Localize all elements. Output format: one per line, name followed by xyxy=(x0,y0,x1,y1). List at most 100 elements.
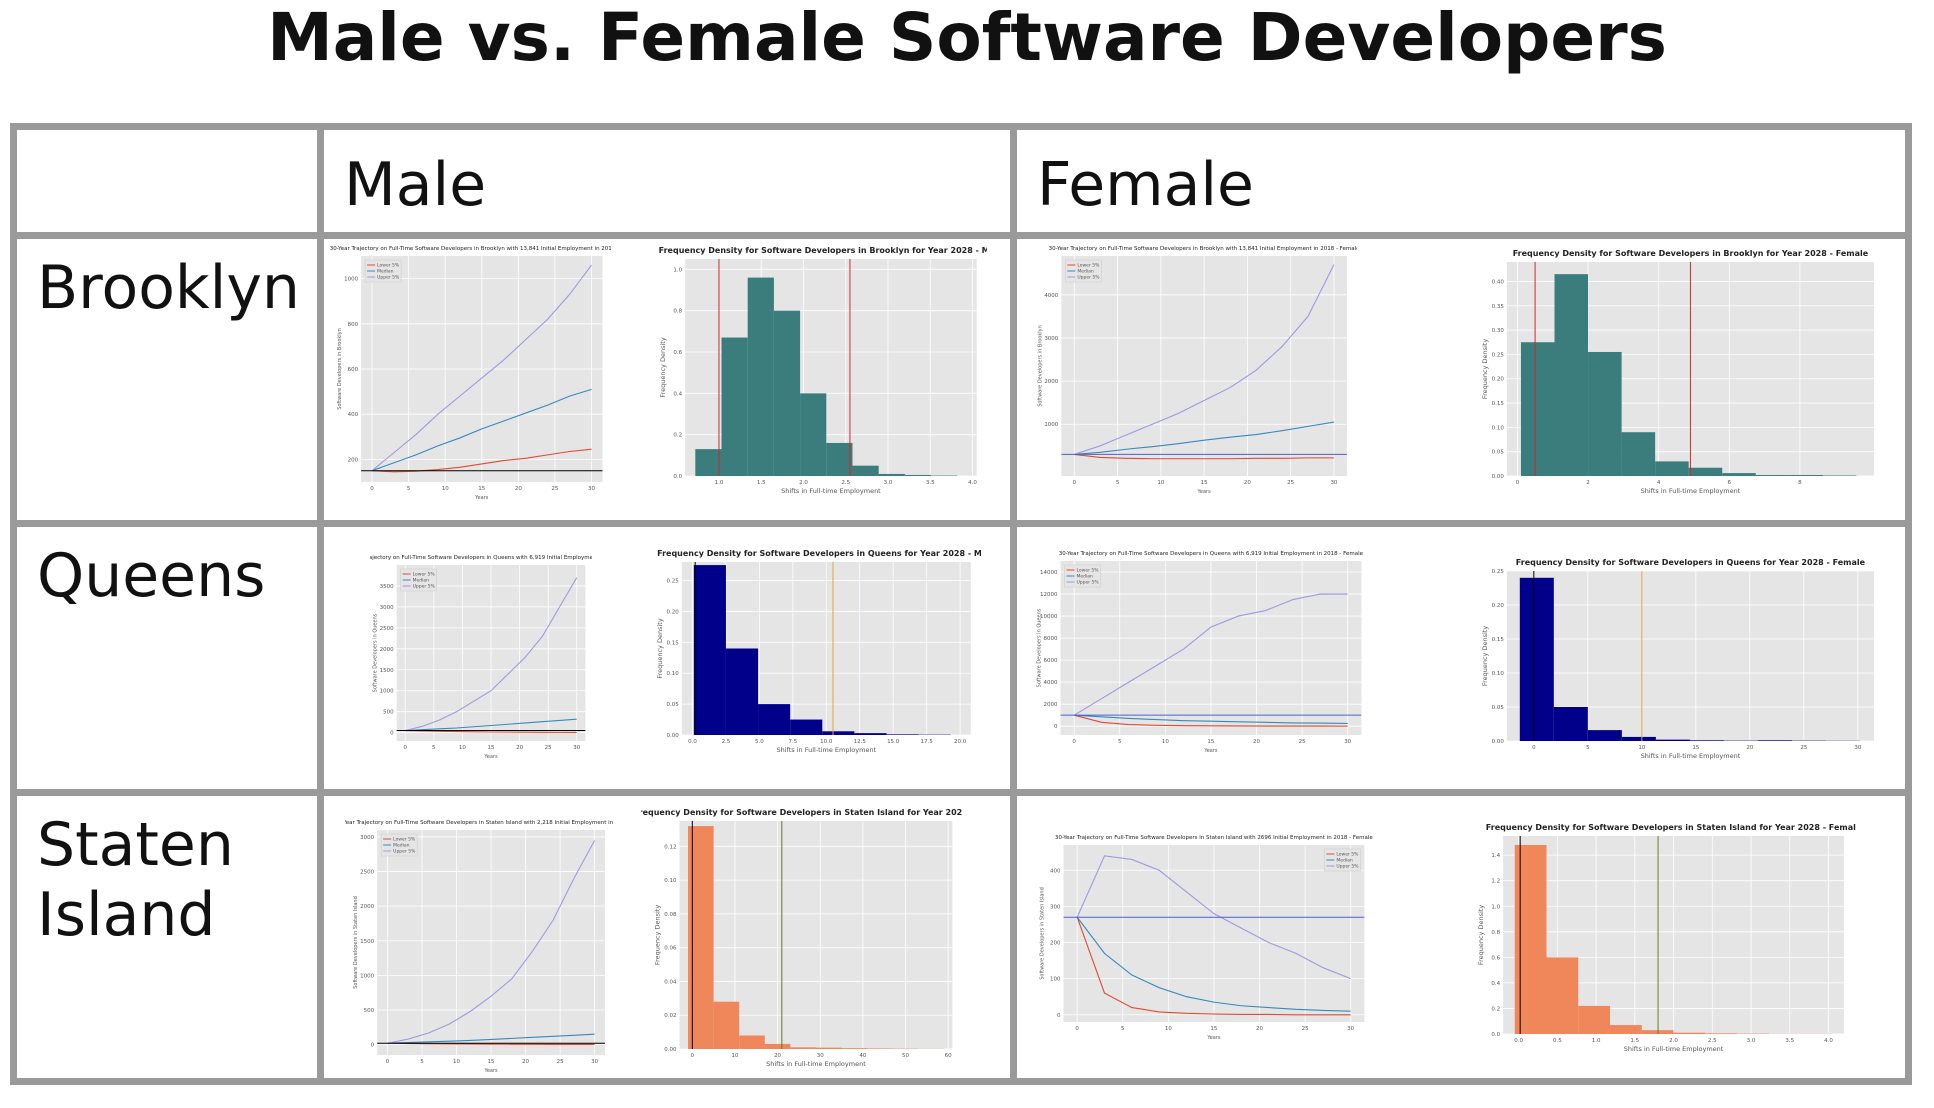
histogram-bar xyxy=(725,648,759,735)
x-tick-label: 5 xyxy=(1118,739,1122,745)
series-line xyxy=(405,729,577,733)
series-line xyxy=(405,577,578,732)
y-tick-label: 100 xyxy=(1050,977,1061,983)
legend-label: Upper 5% xyxy=(1077,275,1100,281)
x-tick-label: 1.5 xyxy=(757,480,766,486)
y-axis-label: Frequency Density xyxy=(656,618,664,679)
series-line xyxy=(387,1033,595,1044)
legend-label: Lower 5% xyxy=(1077,263,1100,269)
series-line xyxy=(372,448,592,473)
chart: 30-Year Trajectory on Full-Time Software… xyxy=(1039,835,1373,1041)
x-tick-label: 20 xyxy=(516,745,523,751)
y-tick-label: 3000 xyxy=(380,605,394,611)
chart: Frequency Density for Software Developer… xyxy=(1481,558,1875,760)
chart: 30-Year Trajectory on Full-Time Software… xyxy=(345,820,613,1074)
x-tick-label: 30 xyxy=(588,486,595,492)
histogram-bar xyxy=(790,1047,816,1049)
y-tick-label: 0.4 xyxy=(673,391,682,397)
y-tick-label: 1000 xyxy=(360,973,374,979)
x-tick-label: 0 xyxy=(370,486,374,492)
y-tick-label: 2000 xyxy=(1043,702,1057,708)
y-tick-label: 0.00 xyxy=(1492,474,1505,480)
x-tick-label: 4.0 xyxy=(1824,1038,1833,1044)
x-tick-label: 10.0 xyxy=(820,739,833,745)
y-tick-label: 1000 xyxy=(380,689,394,695)
histogram-bar xyxy=(1546,957,1579,1034)
legend-label: Median xyxy=(1077,269,1094,275)
x-tick-label: 20 xyxy=(1746,745,1753,751)
x-tick-label: 50 xyxy=(902,1053,909,1059)
histogram-bar xyxy=(878,473,905,476)
column-header: Male xyxy=(324,130,1010,232)
y-tick-label: 0 xyxy=(1054,724,1058,730)
x-tick-label: 15 xyxy=(1210,1026,1217,1032)
chart-title: Frequency Density for Software Developer… xyxy=(659,246,987,255)
x-tick-label: 10 xyxy=(731,1053,738,1059)
series-line xyxy=(1074,714,1348,724)
y-tick-label: 2000 xyxy=(380,647,394,653)
y-tick-label: 0.04 xyxy=(664,979,677,985)
y-axis-label: Frequency Density xyxy=(1481,626,1489,687)
x-tick-label: 0 xyxy=(691,1053,695,1059)
x-tick-label: 5.0 xyxy=(755,739,764,745)
histogram-bar xyxy=(758,704,791,735)
histogram-bar xyxy=(867,1048,893,1049)
x-axis-label: Years xyxy=(1206,1035,1221,1041)
histogram-bar xyxy=(1621,736,1656,741)
x-tick-label: 0 xyxy=(386,1059,390,1065)
series-line xyxy=(1074,714,1348,727)
x-tick-label: 20 xyxy=(1244,480,1251,486)
histogram-bar xyxy=(1789,475,1823,476)
x-tick-label: 2.5 xyxy=(722,739,731,745)
y-tick-label: 1500 xyxy=(360,939,374,945)
x-tick-label: 20 xyxy=(1256,1026,1263,1032)
x-tick-label: 0 xyxy=(1075,1026,1079,1032)
y-tick-label: 0.35 xyxy=(1492,304,1505,310)
series-line xyxy=(371,388,592,472)
y-tick-label: 10000 xyxy=(1040,614,1058,620)
y-axis-label: Frequency Density xyxy=(1481,339,1489,400)
legend-label: Median xyxy=(393,843,410,849)
legend-label: Median xyxy=(377,269,394,275)
x-axis-label: Shifts in Full-time Employment xyxy=(1641,752,1741,760)
histogram-bar xyxy=(1705,1033,1738,1034)
y-axis-label: Software Developers in Brooklyn xyxy=(1037,325,1043,407)
chart: Frequency Density for Software Developer… xyxy=(1477,823,1856,1053)
y-tick-label: 0.25 xyxy=(1492,352,1505,358)
x-tick-label: 0 xyxy=(1073,480,1077,486)
x-tick-label: 17.5 xyxy=(921,739,934,745)
x-tick-label: 30 xyxy=(591,1059,598,1065)
chart-title: Frequency Density for Software Developer… xyxy=(1516,558,1866,567)
y-tick-label: 3000 xyxy=(1044,336,1058,342)
series-line xyxy=(1076,916,1351,1012)
histogram-bar xyxy=(1554,274,1589,476)
x-tick-label: 5 xyxy=(420,1059,424,1065)
x-tick-label: 30 xyxy=(1347,1026,1354,1032)
y-tick-label: 0.06 xyxy=(664,946,677,952)
corner-cell xyxy=(17,130,317,232)
y-tick-label: 0.2 xyxy=(1491,1006,1500,1012)
x-tick-label: 25 xyxy=(545,745,552,751)
histogram-bar xyxy=(693,565,726,735)
x-tick-label: 15 xyxy=(478,486,485,492)
chart-title: 30-Year Trajectory on Full-Time Software… xyxy=(345,820,613,826)
chart: Frequency Density for Software Developer… xyxy=(641,808,962,1068)
y-tick-label: 4000 xyxy=(1044,293,1058,299)
series-line xyxy=(1076,917,1351,1016)
y-tick-label: 0.00 xyxy=(664,1047,677,1053)
y-tick-label: 1000 xyxy=(1044,422,1058,428)
histogram-bar xyxy=(695,449,722,476)
y-tick-label: 1.0 xyxy=(673,267,682,273)
y-tick-label: 400 xyxy=(348,412,359,418)
series-line xyxy=(1074,264,1335,455)
x-tick-label: 40 xyxy=(859,1053,866,1059)
histogram-bar xyxy=(841,1048,868,1049)
x-tick-label: 0 xyxy=(1532,745,1536,751)
x-tick-label: 3.5 xyxy=(926,480,935,486)
histogram-bar xyxy=(1610,1025,1642,1034)
x-tick-label: 25 xyxy=(1302,1026,1309,1032)
y-tick-label: 12000 xyxy=(1040,592,1058,598)
x-tick-label: 20 xyxy=(515,486,522,492)
